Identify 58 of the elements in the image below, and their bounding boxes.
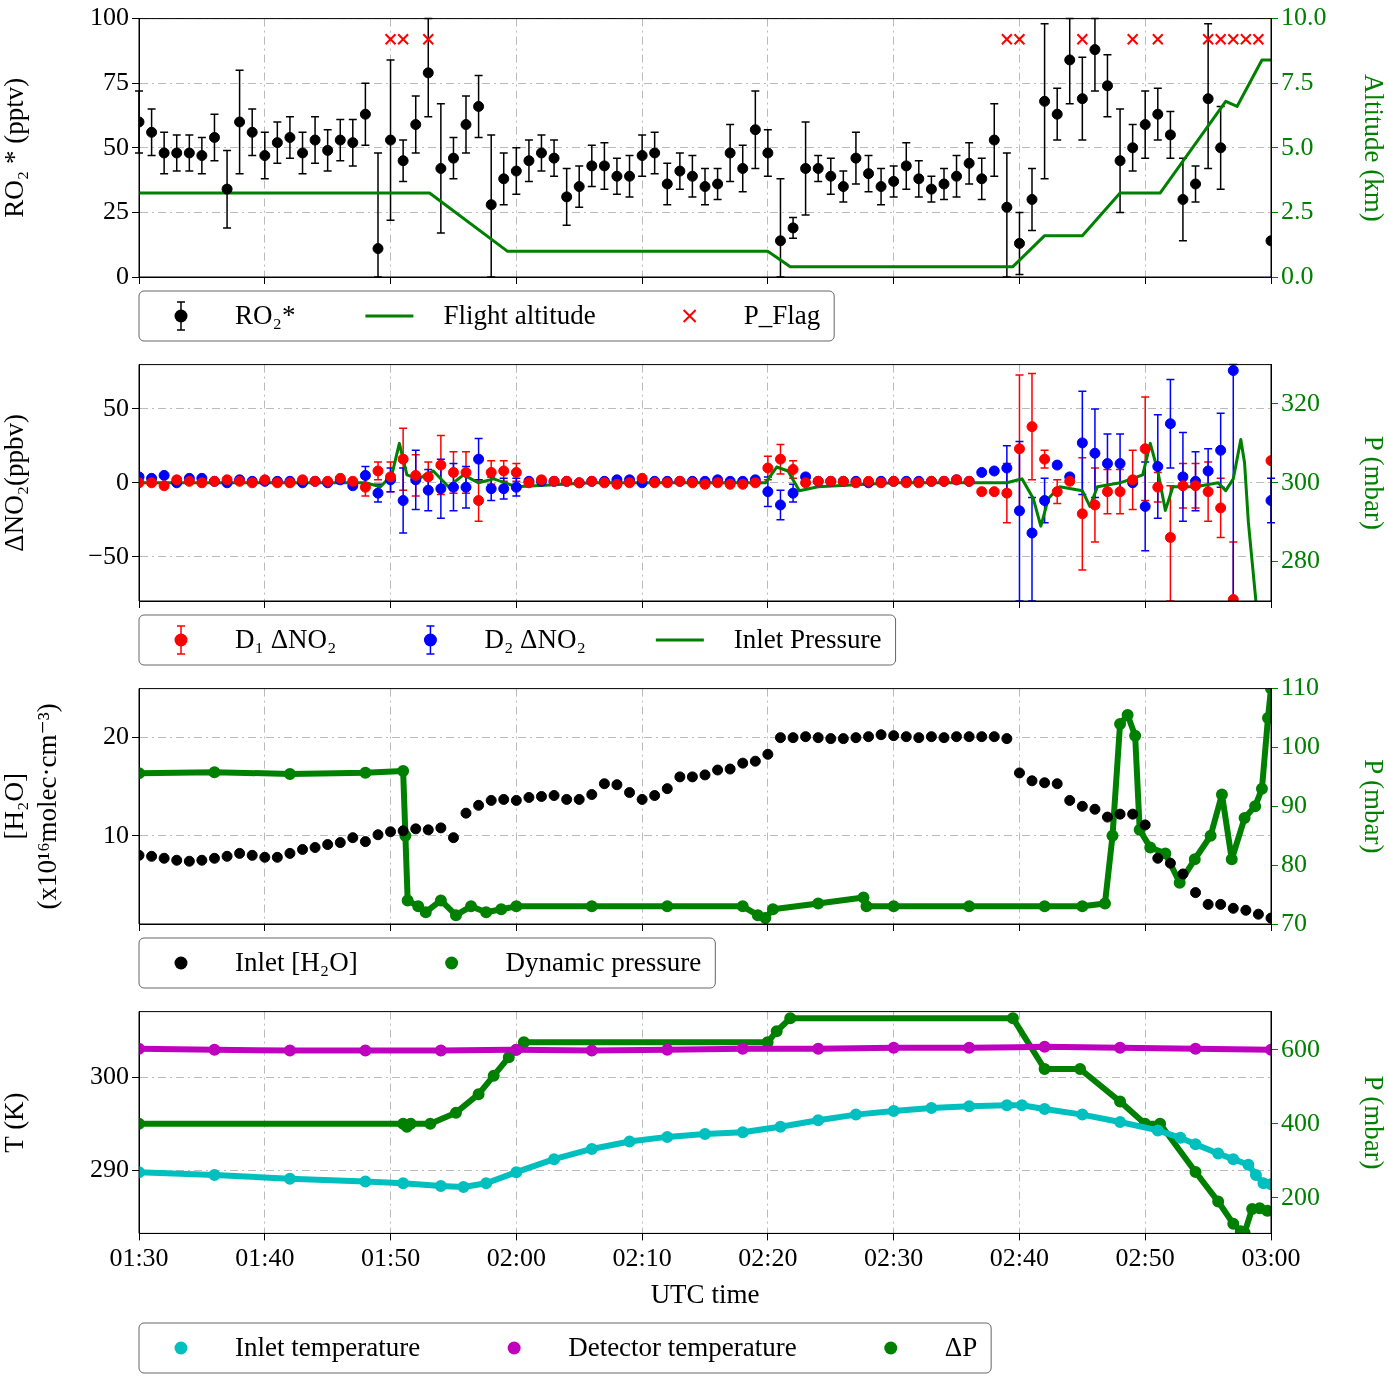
y2-axis-title: P (mbar) [1358, 759, 1388, 854]
y2-tick-label: 0.0 [1281, 260, 1314, 290]
y2-tick-label: 320 [1281, 387, 1320, 417]
x-tick-label: 01:40 [235, 1242, 295, 1272]
x-tick-label: 01:30 [109, 1242, 169, 1272]
legend-label: Detector temperature [568, 1332, 797, 1363]
legend-label: Inlet temperature [235, 1332, 421, 1363]
y2-tick-label: 90 [1281, 790, 1307, 820]
y2-tick-label: 300 [1281, 466, 1320, 496]
y-tick-label: −50 [88, 540, 129, 570]
legend-label: Inlet [H₂O] [235, 947, 358, 978]
y2-tick-label: 2.5 [1281, 196, 1314, 226]
legend-label: D₁ ΔNO₂ [235, 624, 337, 655]
y-tick-label: 0 [116, 260, 129, 290]
x-tick-label: 02:20 [738, 1242, 798, 1272]
y2-tick-label: 600 [1281, 1033, 1320, 1063]
legend-label: D₂ ΔNO₂ [484, 624, 586, 655]
y-tick-label: 290 [90, 1154, 129, 1184]
y2-tick-label: 70 [1281, 907, 1307, 937]
y-tick-label: 50 [103, 392, 129, 422]
x-tick-label: 02:50 [1115, 1242, 1175, 1272]
y-tick-label: 300 [90, 1061, 129, 1091]
y2-axis-title: P (mbar) [1358, 435, 1388, 530]
legend-label: P_Flag [743, 300, 821, 331]
legend-label: ΔP [944, 1332, 978, 1363]
y-axis-title: [H₂O] (x10¹⁶molec·cm⁻³) [0, 703, 62, 910]
y2-tick-label: 80 [1281, 848, 1307, 878]
y-axis-title: T (K) [0, 1092, 30, 1153]
y-tick-label: 50 [103, 131, 129, 161]
x-tick-label: 03:00 [1241, 1242, 1301, 1272]
y2-tick-label: 7.5 [1281, 67, 1314, 97]
y2-tick-label: 280 [1281, 545, 1320, 575]
y2-tick-label: 400 [1281, 1107, 1320, 1137]
x-tick-label: 02:00 [486, 1242, 546, 1272]
y2-axis-title: P (mbar) [1358, 1075, 1388, 1170]
legend-label: RO₂* [235, 300, 296, 331]
y-tick-label: 25 [103, 196, 129, 226]
x-tick-label: 02:30 [864, 1242, 924, 1272]
x-tick-label: 02:10 [612, 1242, 672, 1272]
x-tick-label: 01:50 [360, 1242, 421, 1272]
legend-label: Flight altitude [443, 300, 596, 331]
legend-label: Dynamic pressure [505, 947, 702, 978]
y-tick-label: 10 [103, 819, 129, 849]
x-axis-title: UTC time [650, 1278, 760, 1309]
y-axis-title: RO₂ * (pptv) [0, 77, 30, 218]
y2-tick-label: 110 [1281, 672, 1320, 702]
y-tick-label: 20 [103, 721, 129, 751]
y-tick-label: 0 [116, 466, 129, 496]
y2-tick-label: 100 [1281, 731, 1320, 761]
y-tick-label: 75 [103, 67, 129, 97]
legend-label: Inlet Pressure [733, 624, 882, 655]
y2-tick-label: 5.0 [1281, 131, 1314, 161]
y2-axis-title: Altitude (km) [1358, 73, 1388, 222]
x-tick-label: 02:40 [989, 1242, 1050, 1272]
y2-tick-label: 200 [1281, 1181, 1320, 1211]
y2-tick-label: 10.0 [1281, 2, 1327, 32]
y-axis-title: ΔNO₂(ppbv) [0, 413, 30, 552]
y-tick-label: 100 [90, 2, 129, 32]
